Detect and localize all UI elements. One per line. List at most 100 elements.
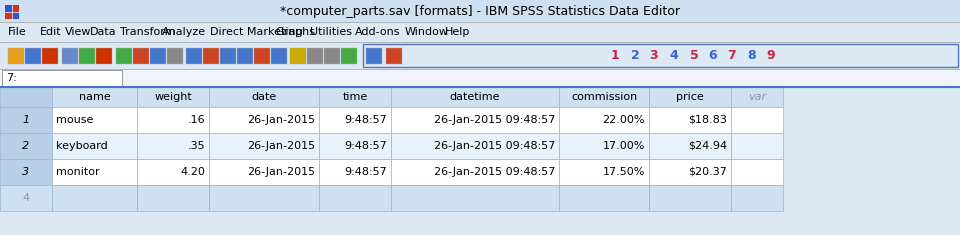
Bar bbox=[254, 47, 270, 63]
Bar bbox=[307, 47, 323, 63]
Text: 8: 8 bbox=[748, 49, 756, 62]
Bar bbox=[391, 107, 559, 133]
Text: 7: 7 bbox=[728, 49, 736, 62]
Bar bbox=[62, 47, 78, 63]
Text: 26-Jan-2015: 26-Jan-2015 bbox=[247, 141, 315, 151]
Bar bbox=[559, 87, 649, 107]
Bar bbox=[0, 107, 52, 133]
Text: Utilities: Utilities bbox=[310, 27, 352, 37]
Bar bbox=[649, 133, 731, 159]
Text: Direct Marketing: Direct Marketing bbox=[210, 27, 302, 37]
Text: .16: .16 bbox=[187, 115, 205, 125]
Text: View: View bbox=[65, 27, 91, 37]
Bar bbox=[5, 5, 12, 12]
Bar bbox=[319, 185, 391, 211]
Text: 17.50%: 17.50% bbox=[603, 167, 645, 177]
Text: 2: 2 bbox=[631, 49, 639, 62]
Text: keyboard: keyboard bbox=[56, 141, 108, 151]
Bar bbox=[649, 185, 731, 211]
Text: weight: weight bbox=[155, 92, 192, 102]
Text: monitor: monitor bbox=[56, 167, 100, 177]
Text: Data: Data bbox=[90, 27, 116, 37]
Bar bbox=[137, 159, 209, 185]
Bar bbox=[220, 47, 236, 63]
Bar bbox=[52, 133, 137, 159]
Bar bbox=[559, 133, 649, 159]
Text: price: price bbox=[676, 92, 704, 102]
Text: 7:: 7: bbox=[6, 73, 16, 83]
Bar bbox=[391, 87, 559, 107]
Text: 9: 9 bbox=[767, 49, 776, 62]
Text: mouse: mouse bbox=[56, 115, 93, 125]
Bar bbox=[731, 107, 783, 133]
Bar bbox=[209, 107, 319, 133]
Bar bbox=[319, 159, 391, 185]
Text: 5: 5 bbox=[689, 49, 698, 62]
Bar bbox=[186, 47, 202, 63]
Bar bbox=[209, 87, 319, 107]
Bar bbox=[150, 47, 166, 63]
Bar bbox=[52, 107, 137, 133]
Text: 4: 4 bbox=[22, 193, 30, 203]
Bar bbox=[386, 47, 402, 63]
Text: Transform: Transform bbox=[120, 27, 176, 37]
Bar bbox=[0, 185, 52, 211]
Bar bbox=[5, 5, 19, 19]
Bar bbox=[559, 185, 649, 211]
Text: Add-ons: Add-ons bbox=[355, 27, 400, 37]
Bar bbox=[559, 107, 649, 133]
Bar bbox=[133, 47, 149, 63]
Text: 9:48:57: 9:48:57 bbox=[345, 167, 387, 177]
Bar bbox=[0, 22, 960, 42]
Text: *computer_parts.sav [formats] - IBM SPSS Statistics Data Editor: *computer_parts.sav [formats] - IBM SPSS… bbox=[280, 4, 680, 17]
Bar bbox=[237, 47, 253, 63]
Bar bbox=[319, 133, 391, 159]
Bar bbox=[559, 159, 649, 185]
Text: 26-Jan-2015: 26-Jan-2015 bbox=[247, 167, 315, 177]
Text: var: var bbox=[748, 92, 766, 102]
Bar bbox=[167, 47, 183, 63]
Bar bbox=[79, 47, 95, 63]
Text: Analyze: Analyze bbox=[162, 27, 206, 37]
Bar bbox=[52, 87, 137, 107]
Text: 17.00%: 17.00% bbox=[603, 141, 645, 151]
Text: $20.37: $20.37 bbox=[688, 167, 727, 177]
Bar bbox=[52, 185, 137, 211]
Text: 4.20: 4.20 bbox=[180, 167, 205, 177]
Text: 6: 6 bbox=[708, 49, 717, 62]
Bar bbox=[96, 47, 112, 63]
Bar bbox=[137, 185, 209, 211]
Bar bbox=[649, 87, 731, 107]
Text: date: date bbox=[252, 92, 276, 102]
Text: 1: 1 bbox=[611, 49, 619, 62]
Text: 26-Jan-2015 09:48:57: 26-Jan-2015 09:48:57 bbox=[434, 115, 555, 125]
Bar bbox=[341, 47, 357, 63]
Bar bbox=[391, 185, 559, 211]
Bar bbox=[209, 133, 319, 159]
Bar bbox=[116, 47, 132, 63]
Text: .35: .35 bbox=[187, 141, 205, 151]
Bar bbox=[0, 133, 52, 159]
Text: 3: 3 bbox=[650, 49, 659, 62]
Bar bbox=[649, 159, 731, 185]
Bar bbox=[731, 87, 783, 107]
Bar bbox=[731, 159, 783, 185]
Bar bbox=[137, 133, 209, 159]
Text: 4: 4 bbox=[670, 49, 679, 62]
Text: Edit: Edit bbox=[40, 27, 61, 37]
Bar bbox=[391, 133, 559, 159]
Text: 22.00%: 22.00% bbox=[603, 115, 645, 125]
Bar bbox=[209, 185, 319, 211]
Text: File: File bbox=[8, 27, 27, 37]
Bar bbox=[319, 107, 391, 133]
Bar bbox=[731, 185, 783, 211]
Text: 1: 1 bbox=[22, 115, 30, 125]
Bar bbox=[271, 47, 287, 63]
Text: $18.83: $18.83 bbox=[688, 115, 727, 125]
Bar bbox=[731, 133, 783, 159]
Text: Window: Window bbox=[405, 27, 449, 37]
Text: time: time bbox=[343, 92, 368, 102]
Bar bbox=[649, 107, 731, 133]
Bar bbox=[391, 159, 559, 185]
Text: 9:48:57: 9:48:57 bbox=[345, 115, 387, 125]
